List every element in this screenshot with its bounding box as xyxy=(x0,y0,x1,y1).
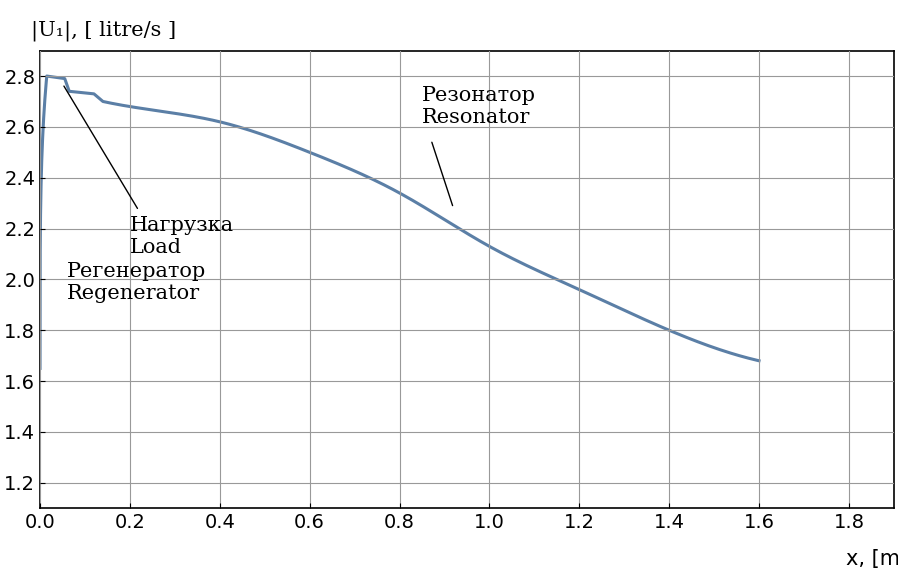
Text: Нагрузка
Load: Нагрузка Load xyxy=(130,216,234,257)
X-axis label: x, [m]: x, [m] xyxy=(846,549,898,569)
Text: Резонатор
Resonator: Резонатор Resonator xyxy=(422,86,536,127)
Text: |U₁|, [ litre/s ]: |U₁|, [ litre/s ] xyxy=(31,21,177,42)
Text: Регенератор
Regenerator: Регенератор Regenerator xyxy=(67,261,207,303)
